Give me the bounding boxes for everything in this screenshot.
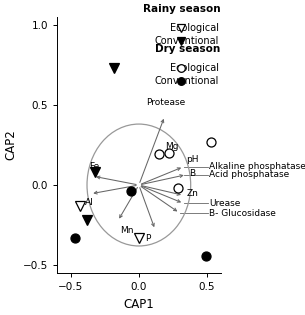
X-axis label: CAP1: CAP1: [124, 298, 154, 311]
Text: Al: Al: [85, 198, 94, 207]
Text: Acid phosphatase: Acid phosphatase: [209, 170, 289, 179]
Text: Ecological: Ecological: [170, 63, 219, 73]
Text: B- Glucosidase: B- Glucosidase: [209, 209, 276, 218]
Text: Zn: Zn: [187, 189, 199, 198]
Text: B: B: [189, 169, 195, 178]
Text: pH: pH: [187, 155, 199, 164]
Text: Dry season: Dry season: [156, 44, 221, 54]
Text: Alkaline phosphatase: Alkaline phosphatase: [209, 162, 305, 171]
Text: Conventional: Conventional: [155, 76, 219, 86]
Text: Protease: Protease: [146, 98, 185, 107]
Text: Ecological: Ecological: [170, 23, 219, 33]
Text: Fe: Fe: [89, 163, 100, 171]
Text: P: P: [145, 234, 150, 243]
Text: Rainy season: Rainy season: [143, 4, 221, 14]
Text: Mg: Mg: [165, 141, 179, 151]
Text: Mn: Mn: [120, 226, 133, 235]
Text: Conventional: Conventional: [155, 36, 219, 46]
Y-axis label: CAP2: CAP2: [4, 129, 17, 160]
Text: Urease: Urease: [209, 199, 240, 208]
